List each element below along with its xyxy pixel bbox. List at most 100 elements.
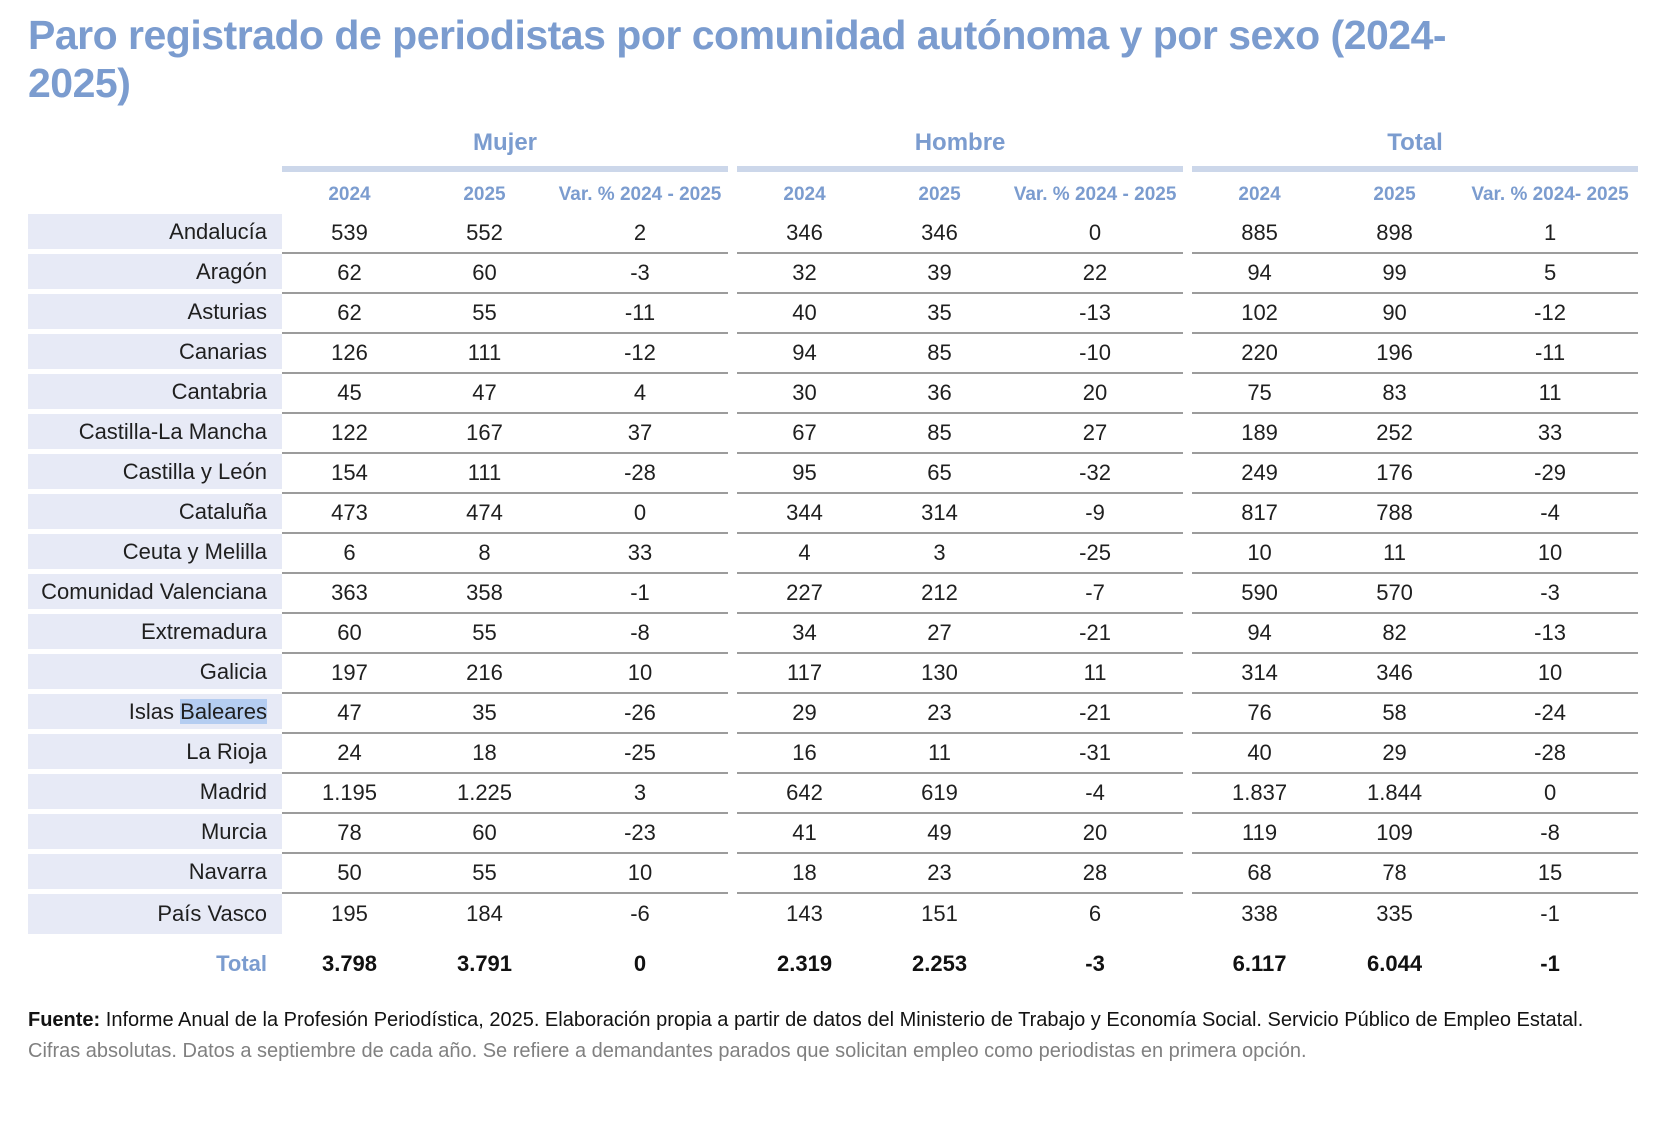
data-cell: 11: [872, 734, 1008, 775]
page-title: Paro registrado de periodistas por comun…: [28, 12, 1447, 106]
group-gap: [1183, 254, 1192, 294]
column-header: 2024: [783, 184, 826, 206]
data-cell: -1: [552, 574, 729, 615]
row-label: Galicia: [28, 654, 282, 695]
group-gap: [1183, 494, 1192, 534]
data-cell: 590: [1192, 574, 1328, 615]
data-cell: 67: [737, 414, 873, 455]
data-cell: 68: [1192, 854, 1328, 895]
row-label: Comunidad Valenciana: [28, 574, 282, 615]
total-cell: 6.044: [1367, 951, 1423, 977]
data-cell: 570: [1327, 574, 1463, 615]
row-label: Canarias: [28, 334, 282, 375]
data-cell: -11: [552, 294, 729, 335]
data-cell: 197: [282, 654, 417, 695]
data-cell: 15: [1462, 854, 1639, 895]
data-cell: 55: [417, 854, 552, 895]
data-cell: 35: [872, 294, 1008, 335]
group-gap: [728, 172, 737, 214]
data-cell: 33: [1462, 414, 1639, 455]
data-cell: -10: [1007, 334, 1184, 375]
data-cell: 358: [417, 574, 552, 615]
data-cell: 27: [1007, 414, 1184, 455]
total-cell: 0: [633, 951, 647, 977]
data-cell: 16: [737, 734, 873, 775]
group-gap: [1183, 574, 1192, 614]
group-gap: [1183, 414, 1192, 454]
column-header: 2025: [463, 184, 506, 206]
data-cell: 82: [1327, 614, 1463, 655]
data-cell: -31: [1007, 734, 1184, 775]
data-cell: 62: [282, 254, 417, 295]
data-cell: 29: [737, 694, 873, 735]
data-cell: 788: [1327, 494, 1463, 535]
data-cell: -6: [630, 901, 650, 927]
group-gap: [1183, 694, 1192, 734]
group-header-mujer: Mujer: [282, 129, 729, 173]
table-row: Ceuta y Melilla 6 8 33 4 3 -25 10 11 10: [28, 534, 1639, 575]
data-cell: 39: [872, 254, 1008, 295]
data-cell: 474: [417, 494, 552, 535]
group-gap: [1183, 294, 1192, 334]
source-label: Fuente:: [28, 1009, 101, 1032]
group-gap: [728, 454, 737, 494]
group-gap: [1183, 774, 1192, 814]
corner-cell: [28, 129, 282, 172]
source-line: Fuente: Informe Anual de la Profesión Pe…: [28, 1006, 1636, 1035]
selected-text: Baleares: [180, 698, 267, 724]
total-cell: 6.117: [1232, 951, 1287, 977]
data-cell: -24: [1462, 694, 1639, 735]
data-cell: 50: [282, 854, 417, 895]
row-label: Madrid: [28, 774, 282, 815]
data-cell: 99: [1327, 254, 1463, 295]
column-header: 2025: [918, 184, 961, 206]
data-cell: 126: [282, 334, 417, 375]
group-gap: [728, 614, 737, 654]
group-gap: [1183, 534, 1192, 574]
group-gap: [728, 534, 737, 574]
data-cell: 1.195: [282, 774, 417, 815]
table-header: Mujer Hombre Total 2024 2025 Var. % 2024 - 20…: [28, 129, 1639, 214]
group-gap: [728, 934, 737, 980]
data-cell: 0: [1007, 214, 1184, 255]
data-cell: 18: [737, 854, 873, 895]
data-cell: 4: [737, 534, 873, 575]
row-label: Islas Baleares: [28, 694, 282, 735]
data-cell: 885: [1192, 214, 1328, 255]
data-cell: 18: [417, 734, 552, 775]
data-cell: 539: [282, 214, 417, 255]
group-gap: [728, 254, 737, 294]
data-cell: 252: [1327, 414, 1463, 455]
data-cell: 85: [872, 414, 1008, 455]
group-gap: [728, 854, 737, 894]
table-row: Extremadura 60 55 -8 34 27 -21 94 82 -13: [28, 614, 1639, 655]
data-cell: 60: [417, 254, 552, 295]
column-header: Var. % 2024 - 2025: [558, 184, 722, 206]
data-cell: 36: [872, 374, 1008, 415]
data-cell: -8: [1462, 814, 1639, 855]
data-cell: 27: [872, 614, 1008, 655]
total-cell: 3.798: [321, 951, 378, 977]
corner-cell: [28, 172, 282, 214]
data-cell: 94: [1192, 254, 1328, 295]
data-cell: -12: [552, 334, 729, 375]
data-cell: -4: [1007, 774, 1184, 815]
group-gap: [1183, 734, 1192, 774]
table-row: Cantabria 45 47 4 30 36 20 75 83 11: [28, 374, 1639, 415]
table-row: Castilla y León 154 111 -28 95 65 -32 249 176 -29: [28, 454, 1639, 495]
group-gap: [1183, 894, 1192, 934]
data-cell: 11: [1327, 534, 1463, 575]
data-cell: 22: [1007, 254, 1184, 295]
data-cell: 30: [737, 374, 873, 415]
data-cell: -8: [552, 614, 729, 655]
data-cell: -21: [1007, 614, 1184, 655]
row-label: Cantabria: [28, 374, 282, 415]
data-cell: 23: [872, 854, 1008, 895]
column-header: 2025: [1373, 184, 1416, 206]
data-cell: 65: [872, 454, 1008, 495]
row-label: Castilla y León: [28, 454, 282, 495]
data-cell: 109: [1327, 814, 1463, 855]
data-cell: 45: [282, 374, 417, 415]
data-cell: 0: [1462, 774, 1639, 815]
data-cell: 29: [1327, 734, 1463, 775]
